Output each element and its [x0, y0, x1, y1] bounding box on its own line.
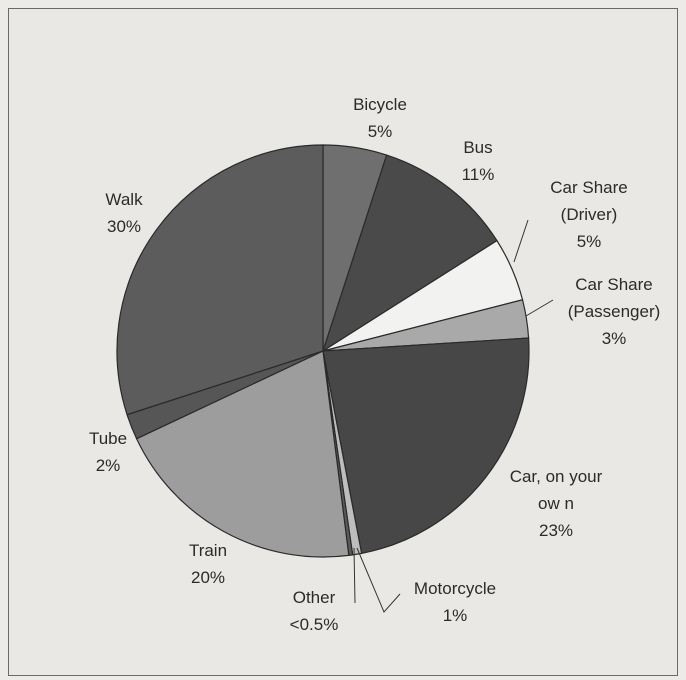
slice-label-line: 2%	[96, 456, 121, 475]
slice-label-line: 11%	[462, 165, 495, 184]
slice-label-line: (Passenger)	[568, 302, 661, 321]
slice-label-line: (Driver)	[561, 205, 618, 224]
slice-label-line: 3%	[602, 329, 627, 348]
slice-label-line: Tube	[89, 429, 127, 448]
leader-line-other	[353, 547, 356, 604]
pie-slice-car-own	[322, 337, 530, 555]
slice-label-line: Train	[189, 541, 227, 560]
slice-label-bus: Bus 11%	[462, 138, 495, 184]
slice-label-bicycle: Bicycle 5%	[353, 95, 407, 141]
slice-label-line: Car, on your	[510, 467, 603, 486]
slice-label-tube: Tube 2%	[89, 429, 127, 475]
slice-label-line: 20%	[191, 568, 225, 587]
slice-label-line: ow n	[538, 494, 574, 513]
slice-label-car-own: Car, on your ow n 23%	[510, 467, 603, 540]
slice-label-motorcycle: Motorcycle 1%	[414, 579, 496, 625]
pie-slice-bus	[321, 154, 498, 353]
slice-label-car-share-passenger: Car Share (Passenger) 3%	[568, 275, 661, 348]
leader-line-motorcycle	[356, 547, 401, 613]
slice-label-car-share-driver: Car Share (Driver) 5%	[550, 178, 627, 251]
pie-slice-train	[135, 350, 350, 558]
slice-label-line: Car Share	[550, 178, 627, 197]
slice-label-line: 1%	[443, 606, 468, 625]
pie-slice-walk	[116, 144, 324, 416]
slice-label-walk: Walk 30%	[105, 190, 143, 236]
slice-label-line: 30%	[107, 217, 141, 236]
slice-label-line: 5%	[368, 122, 393, 141]
slice-label-other: Other <0.5%	[290, 588, 339, 634]
leader-line-car-share-driver	[513, 219, 529, 263]
leader-line-car-share-passenger	[525, 299, 554, 317]
slice-label-train: Train 20%	[189, 541, 227, 587]
pie-slices	[116, 144, 530, 558]
slice-label-line: <0.5%	[290, 615, 339, 634]
slice-label-line: Bus	[463, 138, 492, 157]
slice-label-line: Bicycle	[353, 95, 407, 114]
slice-label-line: Motorcycle	[414, 579, 496, 598]
slice-label-line: Walk	[105, 190, 143, 209]
slice-label-line: Other	[293, 588, 336, 607]
slice-label-line: Car Share	[575, 275, 652, 294]
slice-label-line: 23%	[539, 521, 573, 540]
slice-label-line: 5%	[577, 232, 602, 251]
